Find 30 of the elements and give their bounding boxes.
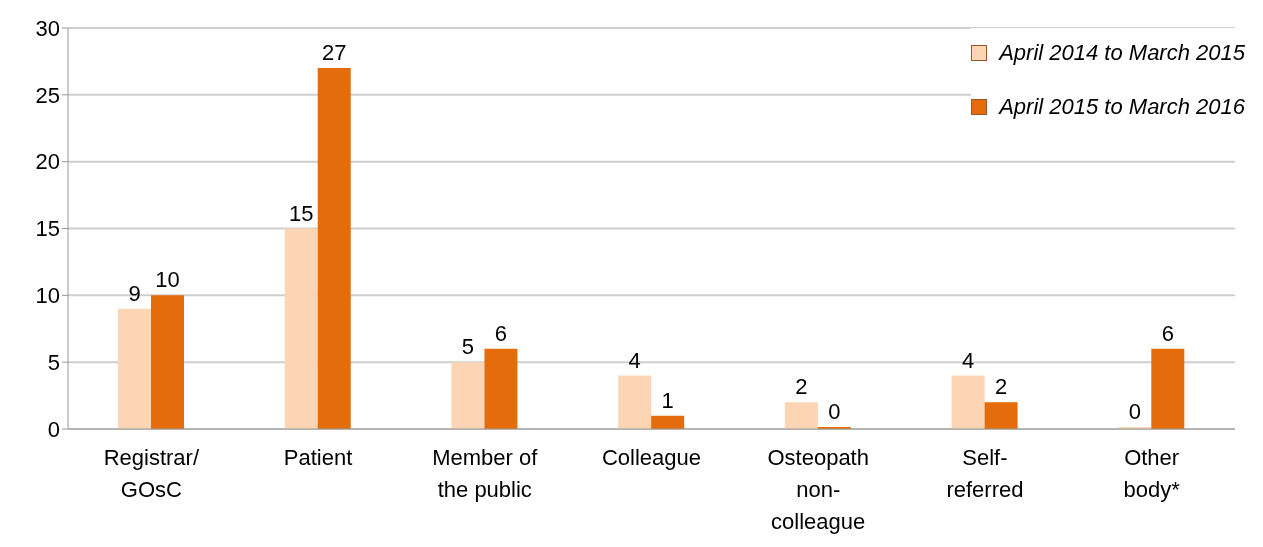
data-label: 1 [661,387,674,413]
data-label: 6 [494,320,508,346]
data-label: 5 [461,334,475,360]
x-tick-label: Other body* [1123,444,1181,502]
data-label: 15 [288,200,314,226]
y-tick-label: 25 [35,82,60,108]
data-label: 2 [795,374,808,400]
data-label: 0 [828,399,841,424]
x-tick-label: Colleague [601,444,702,470]
data-label: 6 [1161,320,1174,346]
data-label: 10 [155,267,180,293]
data-label: 4 [961,347,975,373]
y-tick-label: 30 [35,15,60,41]
y-tick-label: 10 [35,283,60,309]
data-label: 2 [994,374,1008,400]
y-tick-label: 0 [47,416,60,442]
x-tick-label: Self-referred [946,444,1024,502]
x-tick-label: Member of the public [432,444,539,502]
y-tick-label: 15 [35,216,60,242]
data-label: 4 [628,347,641,373]
x-tick-label: Osteopath non-colleague [767,444,869,534]
data-label: 0 [1128,399,1141,424]
legend-label: April 2014 to March 2015 [999,40,1245,66]
y-tick-label: 5 [47,349,60,375]
y-tick-label: 20 [35,149,60,175]
data-label: 27 [321,40,347,66]
data-label: 9 [128,280,141,306]
x-tick-label: Patient [283,444,353,470]
legend-label: April 2015 to March 2016 [999,94,1245,120]
x-tick-label: Registrar/ GOsC [103,444,200,502]
